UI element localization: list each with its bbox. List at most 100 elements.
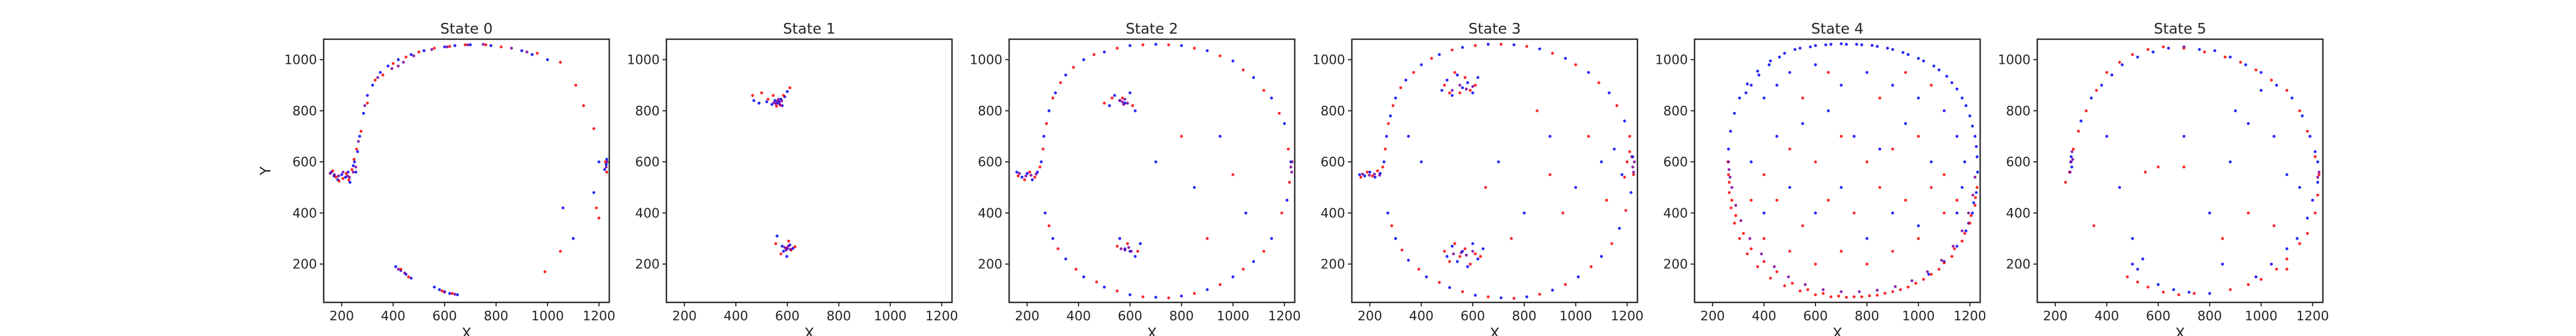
data-point — [2182, 165, 2186, 169]
data-point — [1749, 247, 1753, 250]
data-point — [403, 271, 407, 275]
data-point — [1497, 160, 1500, 164]
data-point — [770, 102, 773, 106]
data-point — [1561, 211, 1565, 214]
data-point — [1865, 237, 1869, 240]
y-tick-label: 600 — [635, 155, 660, 170]
data-point — [1783, 52, 1786, 55]
data-point — [1762, 237, 1766, 240]
data-point — [1930, 83, 1933, 87]
data-point — [2192, 292, 2196, 295]
data-point — [778, 102, 781, 106]
data-point — [2105, 71, 2108, 74]
data-point — [445, 45, 449, 49]
data-point — [598, 216, 601, 220]
data-point — [791, 246, 795, 250]
data-point — [1468, 263, 1472, 266]
data-point — [1827, 71, 1830, 74]
data-point — [605, 170, 608, 174]
data-point — [438, 288, 441, 291]
data-point — [1768, 277, 1772, 280]
data-point — [1391, 104, 1395, 108]
data-point — [598, 160, 601, 164]
data-point — [1471, 91, 1474, 95]
data-point — [2076, 129, 2080, 133]
data-point — [2105, 134, 2108, 138]
data-point — [1868, 294, 1871, 297]
data-point — [362, 111, 365, 115]
x-tick-label: 800 — [2197, 309, 2222, 324]
data-point — [1860, 295, 1864, 298]
data-point — [1359, 175, 1362, 179]
data-point — [381, 73, 385, 77]
data-point — [1130, 250, 1133, 253]
y-tick-label: 1000 — [284, 53, 317, 68]
data-point — [787, 245, 790, 248]
data-point — [2295, 237, 2299, 240]
data-point — [2136, 280, 2139, 284]
data-point — [1972, 201, 1976, 204]
data-point — [1476, 76, 1480, 79]
y-tick-label: 600 — [2006, 155, 2031, 170]
data-point — [1033, 175, 1037, 179]
y-tick-label: 200 — [978, 258, 1002, 272]
data-point — [453, 44, 456, 47]
x-tick-label: 400 — [381, 309, 405, 324]
data-point — [374, 78, 377, 82]
data-point — [1804, 283, 1807, 286]
data-point — [356, 150, 360, 153]
data-point — [1138, 242, 1142, 245]
data-point — [1756, 265, 1760, 268]
data-point — [1858, 290, 1861, 293]
data-point — [390, 67, 394, 71]
data-point — [535, 52, 539, 55]
data-point — [1548, 173, 1552, 176]
data-point — [1231, 275, 1235, 278]
data-point — [456, 293, 459, 296]
data-point — [592, 191, 595, 194]
data-point — [1976, 170, 1979, 174]
data-point — [2167, 46, 2170, 50]
data-point — [443, 45, 446, 49]
data-point — [1154, 160, 1158, 164]
data-point — [1870, 44, 1874, 47]
data-point — [1288, 180, 1291, 184]
data-point — [592, 127, 595, 130]
data-point — [1814, 63, 1817, 67]
y-tick-label: 800 — [292, 104, 317, 119]
data-point — [1131, 104, 1135, 108]
data-point — [1262, 250, 1266, 253]
data-point — [1597, 81, 1600, 85]
data-point — [1728, 175, 1732, 179]
x-axis-label: X — [1147, 325, 1157, 336]
data-point — [1538, 292, 1541, 296]
panel-state-1: 200 400 600 800 1000 1200 200 400 600 800 1000 Stat… — [627, 21, 958, 336]
data-point — [1401, 248, 1404, 252]
data-point — [366, 101, 369, 105]
data-point — [543, 270, 547, 273]
data-point — [1407, 259, 1410, 262]
data-point — [1878, 186, 1882, 189]
data-point — [433, 285, 436, 289]
data-point — [780, 99, 783, 102]
data-point — [1891, 250, 1894, 253]
data-point — [1623, 119, 1626, 123]
data-point — [2157, 283, 2160, 286]
x-axis-label: X — [461, 325, 472, 336]
data-point — [1875, 288, 1879, 292]
data-point — [1728, 180, 1731, 184]
data-point — [1103, 50, 1106, 54]
x-tick-label: 1000 — [1902, 309, 1935, 324]
y-tick-label: 400 — [2006, 206, 2031, 221]
data-point — [1378, 174, 1382, 177]
data-point — [1822, 292, 1825, 295]
data-point — [366, 94, 369, 97]
data-point — [1193, 292, 1196, 295]
data-point — [1968, 114, 1972, 118]
data-point — [1632, 160, 1636, 164]
data-point — [1788, 250, 1791, 253]
data-point — [1624, 209, 1627, 212]
data-point — [1206, 237, 1209, 240]
data-point — [1376, 169, 1379, 172]
data-point — [2131, 237, 2134, 240]
